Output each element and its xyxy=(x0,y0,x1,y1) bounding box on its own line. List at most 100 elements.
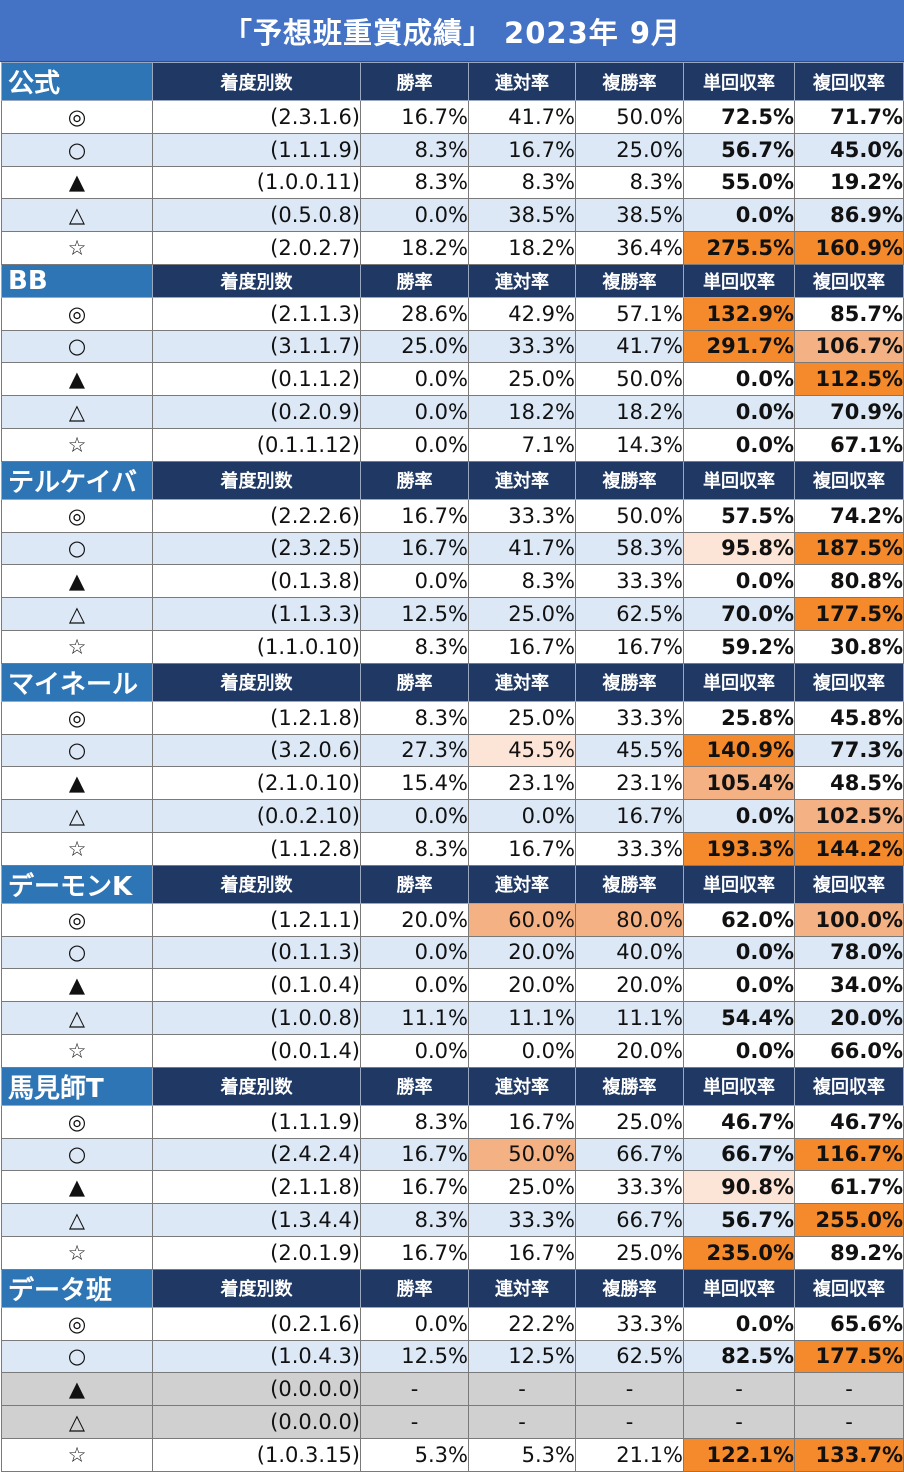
tan-return-cell: 193.3% xyxy=(683,831,795,866)
win-cell: - xyxy=(360,1372,469,1407)
column-header-tan-return: 単回収率 xyxy=(683,1268,795,1308)
fuku-return-cell: 100.0% xyxy=(794,902,904,937)
tan-return-cell: 0.0% xyxy=(683,799,795,833)
finish-counts-cell: (0.1.1.3) xyxy=(152,935,361,970)
fukusho-cell: 38.5% xyxy=(575,198,684,233)
rentai-cell: 16.7% xyxy=(468,831,576,866)
table-row: ☆ (1.1.0.10) 8.3% 16.7% 16.7% 59.2% 30.8% xyxy=(1,629,904,664)
finish-counts-cell: (2.3.1.6) xyxy=(152,100,361,134)
fukusho-cell: 25.0% xyxy=(575,1104,684,1139)
fuku-return-cell: 46.7% xyxy=(794,1104,904,1139)
finish-counts-cell: (2.1.1.3) xyxy=(152,296,361,331)
rentai-cell: 38.5% xyxy=(468,198,576,233)
column-header-fuku-return: 複回収率 xyxy=(794,62,904,101)
circle-mark: ○ xyxy=(1,1137,153,1172)
column-header-fukusho: 複勝率 xyxy=(575,263,684,298)
tan-return-cell: - xyxy=(683,1405,795,1439)
triangle-mark: △ xyxy=(1,1001,153,1035)
table-row: △ (0.0.0.0) - - - - - xyxy=(1,1405,904,1439)
fukusho-cell: 20.0% xyxy=(575,968,684,1003)
win-cell: 8.3% xyxy=(360,165,469,200)
filled-triangle-mark: ▲ xyxy=(1,564,153,599)
star-mark: ☆ xyxy=(1,1437,153,1472)
table-row: ○ (2.3.2.5) 16.7% 41.7% 58.3% 95.8% 187.5% xyxy=(1,531,904,566)
fuku-return-cell: - xyxy=(794,1405,904,1439)
fukusho-cell: 45.5% xyxy=(575,733,684,768)
fukusho-cell: 50.0% xyxy=(575,362,684,397)
table-row: ◎ (1.2.1.8) 8.3% 25.0% 33.3% 25.8% 45.8% xyxy=(1,700,904,735)
rentai-cell: 7.1% xyxy=(468,427,576,462)
finish-counts-cell: (0.2.1.6) xyxy=(152,1306,361,1341)
column-header-counts: 着度別数 xyxy=(152,460,361,500)
finish-counts-cell: (2.1.0.10) xyxy=(152,766,361,801)
rentai-cell: 33.3% xyxy=(468,1203,576,1237)
rentai-cell: - xyxy=(468,1405,576,1439)
triangle-mark: △ xyxy=(1,597,153,631)
finish-counts-cell: (0.0.1.4) xyxy=(152,1033,361,1068)
tan-return-cell: 62.0% xyxy=(683,902,795,937)
column-header-tan-return: 単回収率 xyxy=(683,864,795,904)
column-header-counts: 着度別数 xyxy=(152,263,361,298)
finish-counts-cell: (1.1.2.8) xyxy=(152,831,361,866)
table-row: ○ (3.2.0.6) 27.3% 45.5% 45.5% 140.9% 77.3% xyxy=(1,733,904,768)
win-cell: 16.7% xyxy=(360,498,469,533)
star-mark: ☆ xyxy=(1,427,153,462)
column-header-win: 勝率 xyxy=(360,662,469,702)
finish-counts-cell: (3.1.1.7) xyxy=(152,329,361,364)
column-header-tan-return: 単回収率 xyxy=(683,263,795,298)
win-cell: 15.4% xyxy=(360,766,469,801)
double-circle-mark: ◎ xyxy=(1,1104,153,1139)
fuku-return-cell: 61.7% xyxy=(794,1170,904,1205)
circle-mark: ○ xyxy=(1,935,153,970)
fuku-return-cell: 67.1% xyxy=(794,427,904,462)
double-circle-mark: ◎ xyxy=(1,700,153,735)
finish-counts-cell: (0.1.0.4) xyxy=(152,968,361,1003)
win-cell: 0.0% xyxy=(360,1033,469,1068)
tan-return-cell: 122.1% xyxy=(683,1437,795,1472)
table-row: ◎ (2.1.1.3) 28.6% 42.9% 57.1% 132.9% 85.7% xyxy=(1,296,904,331)
fuku-return-cell: 112.5% xyxy=(794,362,904,397)
column-header-tan-return: 単回収率 xyxy=(683,662,795,702)
fuku-return-cell: 133.7% xyxy=(794,1437,904,1472)
win-cell: 16.7% xyxy=(360,1137,469,1172)
win-cell: 8.3% xyxy=(360,1203,469,1237)
finish-counts-cell: (2.2.2.6) xyxy=(152,498,361,533)
tan-return-cell: 90.8% xyxy=(683,1170,795,1205)
group-header-row: 公式 着度別数 勝率 連対率 複勝率 単回収率 複回収率 xyxy=(1,62,904,101)
table-row: ▲ (2.1.1.8) 16.7% 25.0% 33.3% 90.8% 61.7% xyxy=(1,1170,904,1205)
table-row: ◎ (2.3.1.6) 16.7% 41.7% 50.0% 72.5% 71.7% xyxy=(1,100,904,134)
table-row: ○ (2.4.2.4) 16.7% 50.0% 66.7% 66.7% 116.7% xyxy=(1,1137,904,1172)
win-cell: 20.0% xyxy=(360,902,469,937)
tan-return-cell: 66.7% xyxy=(683,1137,795,1172)
column-header-tan-return: 単回収率 xyxy=(683,460,795,500)
fukusho-cell: 50.0% xyxy=(575,498,684,533)
table-row: ○ (1.0.4.3) 12.5% 12.5% 62.5% 82.5% 177.5% xyxy=(1,1339,904,1374)
double-circle-mark: ◎ xyxy=(1,296,153,331)
win-cell: 8.3% xyxy=(360,831,469,866)
fukusho-cell: 16.7% xyxy=(575,799,684,833)
rentai-cell: 33.3% xyxy=(468,498,576,533)
fuku-return-cell: - xyxy=(794,1372,904,1407)
fuku-return-cell: 89.2% xyxy=(794,1235,904,1270)
sheet-title: 「予想班重賞成績」 2023年 9月 xyxy=(0,0,904,62)
finish-counts-cell: (1.0.0.8) xyxy=(152,1001,361,1035)
rentai-cell: - xyxy=(468,1372,576,1407)
column-header-fuku-return: 複回収率 xyxy=(794,1268,904,1308)
fukusho-cell: - xyxy=(575,1405,684,1439)
finish-counts-cell: (1.1.1.9) xyxy=(152,132,361,167)
column-header-fuku-return: 複回収率 xyxy=(794,662,904,702)
column-header-win: 勝率 xyxy=(360,1066,469,1106)
table-row: ◎ (2.2.2.6) 16.7% 33.3% 50.0% 57.5% 74.2% xyxy=(1,498,904,533)
tan-return-cell: 105.4% xyxy=(683,766,795,801)
column-header-fukusho: 複勝率 xyxy=(575,460,684,500)
filled-triangle-mark: ▲ xyxy=(1,766,153,801)
table-row: ☆ (1.1.2.8) 8.3% 16.7% 33.3% 193.3% 144.2% xyxy=(1,831,904,866)
finish-counts-cell: (1.0.0.11) xyxy=(152,165,361,200)
rentai-cell: 45.5% xyxy=(468,733,576,768)
fuku-return-cell: 19.2% xyxy=(794,165,904,200)
rentai-cell: 41.7% xyxy=(468,100,576,134)
fuku-return-cell: 70.9% xyxy=(794,395,904,429)
rentai-cell: 23.1% xyxy=(468,766,576,801)
rentai-cell: 12.5% xyxy=(468,1339,576,1374)
table-row: ☆ (2.0.2.7) 18.2% 18.2% 36.4% 275.5% 160.9% xyxy=(1,231,904,265)
